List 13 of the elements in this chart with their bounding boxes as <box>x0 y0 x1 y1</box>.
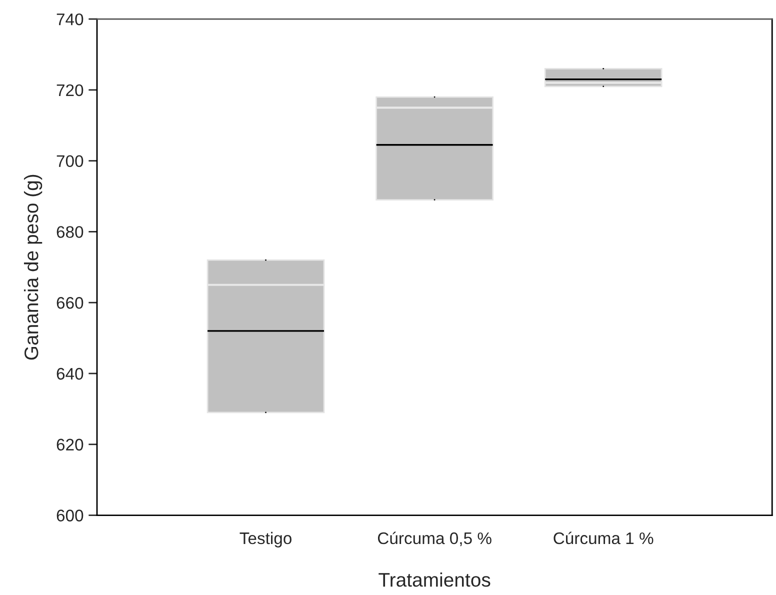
x-tick-label: Testigo <box>240 532 292 548</box>
y-tick-label: 700 <box>56 155 84 168</box>
y-tick-label: 740 <box>56 13 84 26</box>
x-tick-label: Cúrcuma 1 % <box>554 532 654 544</box>
x-axis-title: Tratamientos <box>378 572 490 587</box>
y-tick-label: 720 <box>56 84 84 96</box>
y-tick-label: 600 <box>56 510 84 522</box>
x-tick-label: Cúrcuma 0,5 % <box>378 532 492 546</box>
y-tick-label: 620 <box>56 438 84 451</box>
y-axis-title: Ganancia de peso (g) <box>24 174 42 360</box>
y-tick-label: 680 <box>56 226 84 238</box>
y-tick-label: 640 <box>56 368 84 380</box>
y-tick-label: 660 <box>56 297 84 309</box>
